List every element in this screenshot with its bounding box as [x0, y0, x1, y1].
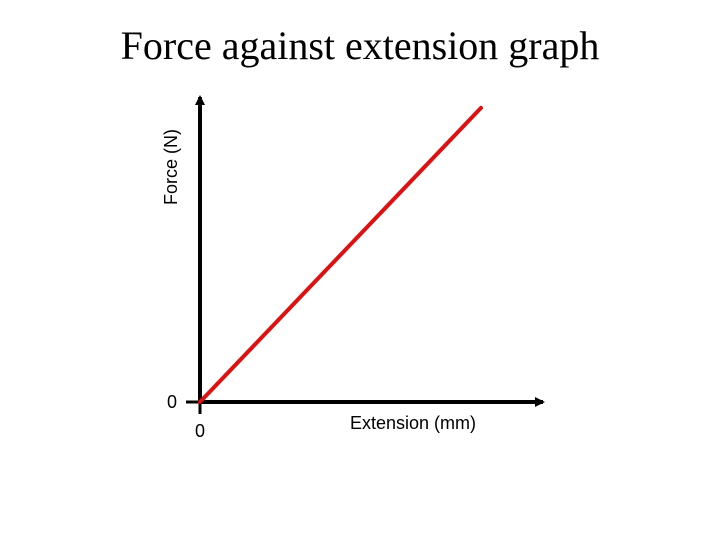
chart-title: Force against extension graph	[120, 23, 600, 68]
series-line	[198, 105, 483, 404]
y-axis-label: Force (N)	[161, 129, 181, 205]
x-axis-label: Extension (mm)	[350, 413, 476, 433]
x-tick-label-0: 0	[195, 421, 205, 441]
y-tick-label-0: 0	[167, 392, 177, 412]
